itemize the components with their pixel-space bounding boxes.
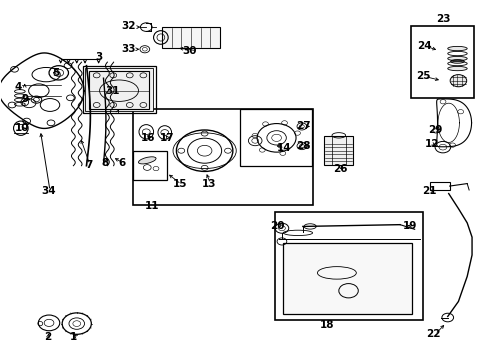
Text: 9: 9 — [21, 94, 28, 104]
Text: 26: 26 — [333, 163, 347, 174]
Text: 30: 30 — [183, 46, 197, 56]
Text: 34: 34 — [41, 186, 56, 197]
Bar — [410, 26, 473, 98]
Text: 4: 4 — [15, 82, 22, 92]
Text: 12: 12 — [424, 139, 438, 149]
Text: 20: 20 — [270, 221, 284, 231]
Text: 6: 6 — [118, 158, 125, 168]
Text: 5: 5 — [52, 68, 60, 78]
Text: 33: 33 — [122, 44, 136, 54]
Text: 29: 29 — [427, 125, 441, 135]
Ellipse shape — [447, 46, 466, 51]
Text: 27: 27 — [296, 121, 310, 131]
Bar — [132, 109, 312, 205]
Text: 18: 18 — [319, 320, 334, 330]
Text: 15: 15 — [173, 179, 187, 189]
Ellipse shape — [447, 66, 466, 71]
Bar — [85, 68, 153, 111]
Text: 19: 19 — [402, 221, 416, 231]
Text: 21: 21 — [421, 186, 436, 197]
Text: 22: 22 — [425, 329, 440, 339]
Text: 8: 8 — [102, 158, 109, 168]
Bar — [274, 212, 423, 320]
Text: 28: 28 — [296, 141, 310, 151]
Text: 3: 3 — [95, 52, 102, 62]
Text: 25: 25 — [415, 71, 430, 81]
Text: 1: 1 — [70, 332, 77, 342]
Text: 7: 7 — [85, 159, 92, 170]
Bar — [324, 136, 353, 165]
Text: 24: 24 — [416, 41, 431, 51]
Bar — [429, 182, 449, 190]
Text: 13: 13 — [202, 179, 216, 189]
Bar — [239, 109, 311, 166]
Ellipse shape — [447, 57, 466, 61]
Bar — [283, 243, 411, 314]
Ellipse shape — [138, 157, 156, 164]
Ellipse shape — [449, 75, 466, 87]
Text: 17: 17 — [159, 133, 174, 143]
Bar — [89, 71, 149, 109]
Text: 14: 14 — [277, 143, 291, 153]
Text: 31: 31 — [105, 86, 119, 96]
Text: 2: 2 — [44, 332, 51, 342]
Text: 16: 16 — [141, 133, 155, 143]
Bar — [162, 27, 220, 48]
Text: 10: 10 — [15, 123, 29, 133]
Text: 32: 32 — [122, 21, 136, 31]
Text: 11: 11 — [144, 201, 159, 211]
Bar — [132, 152, 166, 180]
Text: 23: 23 — [435, 14, 449, 23]
Bar — [83, 66, 156, 113]
